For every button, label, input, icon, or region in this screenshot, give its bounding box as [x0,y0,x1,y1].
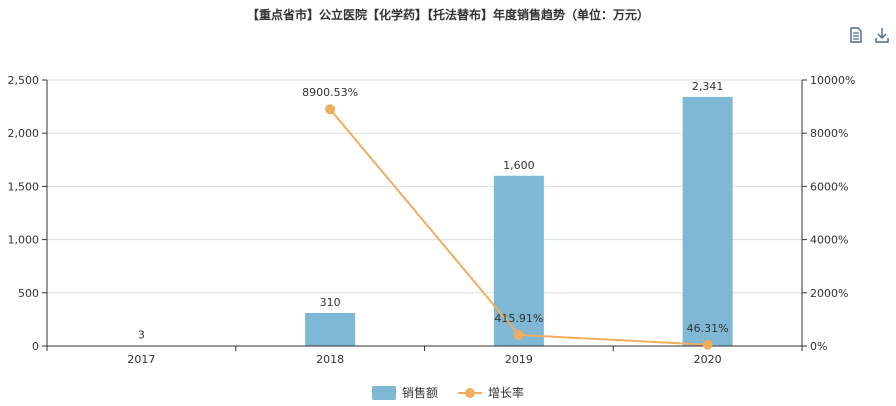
bar [493,175,544,346]
right-tick-label: 2000% [810,287,848,300]
grid-lines [47,79,802,294]
left-axis-ticks: 0 500 1,000 1,500 2,000 2,500 [8,74,47,353]
right-tick-label: 6000% [810,180,848,193]
download-icon[interactable] [874,27,890,43]
document-icon[interactable] [848,27,864,43]
x-tick-label: 2019 [505,353,533,366]
growth-value-label: 415.91% [494,312,543,325]
legend-label-growth: 增长率 [488,386,525,400]
right-tick-label: 4000% [810,234,848,247]
bar-value-label: 310 [320,296,341,309]
line-series [325,104,713,350]
growth-point [702,339,713,350]
bar-value-label: 1,600 [503,159,535,172]
chart-toolbar [848,27,890,43]
left-tick-label: 500 [18,287,39,300]
left-tick-label: 1,000 [8,234,40,247]
bar-value-label: 3 [138,329,145,342]
right-tick-label: 0% [810,340,827,353]
bar-series [116,96,733,346]
growth-value-label: 46.31% [687,322,729,335]
chart-title: 【重点省市】公立医院【化学药】【托法替布】年度销售趋势（单位：万元） [246,8,649,22]
legend-line-swatch [458,386,482,400]
right-tick-label: 10000% [810,74,855,87]
left-tick-label: 0 [32,340,39,353]
left-tick-label: 2,000 [8,127,40,140]
x-tick-label: 2017 [127,353,155,366]
legend: 销售额 增长率 [0,384,896,401]
growth-point [513,329,524,340]
x-tick-label: 2020 [694,353,722,366]
bar-value-label: 2,341 [692,80,724,93]
legend-item-sales[interactable]: 销售额 [371,384,438,401]
left-tick-label: 1,500 [8,180,40,193]
growth-value-label: 8900.53% [302,86,358,99]
x-tick-label: 2018 [316,353,344,366]
bar [305,313,356,346]
legend-bar-swatch [371,385,396,400]
left-tick-label: 2,500 [8,74,40,87]
growth-point [325,104,336,115]
right-axis-ticks: 0% 2000% 4000% 6000% 8000% 10000% [802,74,855,353]
legend-item-growth[interactable]: 增长率 [458,384,524,401]
bar [682,96,733,346]
data-labels: 3 310 1,600 2,341 8900.53% 415.91% 46.31% [138,80,729,342]
x-axis-ticks: 2017 2018 2019 2020 [46,346,803,366]
legend-label-sales: 销售额 [401,386,438,400]
right-tick-label: 8000% [810,127,848,140]
